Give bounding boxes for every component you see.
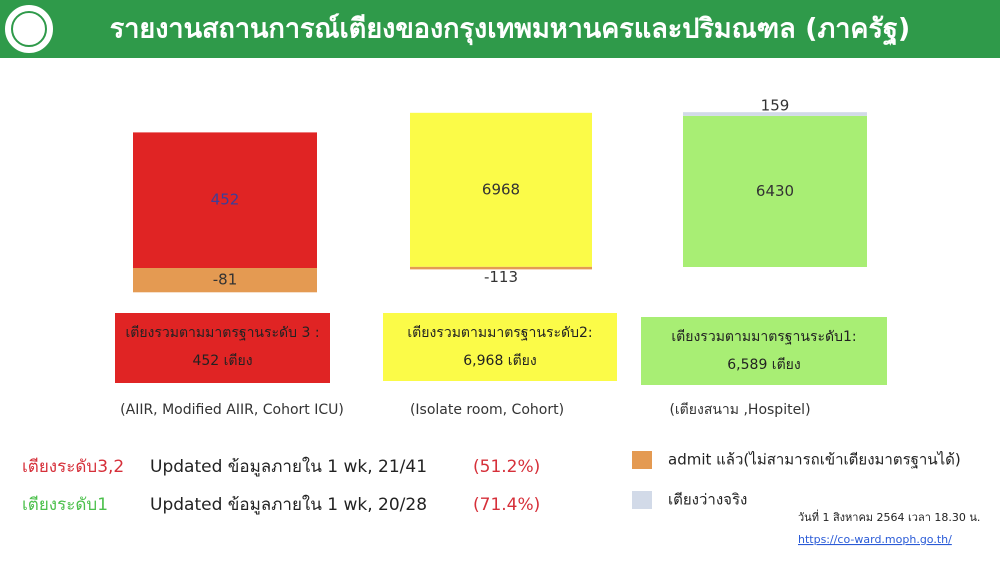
legend-swatch [632, 491, 652, 509]
update-text: Updated ข้อมูลภายใน 1 wk, 20/28 [150, 494, 427, 515]
category-box [641, 317, 887, 385]
footer-date: วันที่ 1 สิงหาคม 2564 เวลา 18.30 น. [798, 509, 980, 524]
category-total: 6,589 เตียง [727, 357, 800, 373]
data-label: 6430 [756, 182, 794, 200]
category-box [115, 313, 330, 383]
bar-segment [683, 112, 867, 116]
footer-link[interactable]: https://co-ward.moph.go.th/ [798, 533, 952, 546]
update-percent: (71.4%) [473, 495, 540, 515]
bar-segment [683, 115, 867, 268]
update-text: Updated ข้อมูลภายใน 1 wk, 21/41 [150, 456, 427, 477]
bar-segment [410, 266, 592, 270]
category-label: เตียงรวมตามมาตรฐานระดับ2: [407, 325, 592, 341]
category-box [383, 313, 617, 381]
data-label: 6968 [482, 180, 520, 198]
legend-swatch [632, 451, 652, 469]
category-note: (Isolate room, Cohort) [410, 402, 564, 418]
bar-segment [133, 268, 317, 293]
category-total: 6,968 เตียง [463, 353, 536, 369]
update-label: เตียงระดับ1 [22, 495, 108, 515]
legend-label: เตียงว่างจริง [668, 491, 747, 509]
header-band [0, 0, 1000, 58]
header-title: รายงานสถานการณ์เตียงของกรุงเทพมหานครและป… [110, 13, 910, 47]
data-label: -81 [213, 271, 238, 289]
legend-label: admit แล้ว(ไม่สามารถเข้าเตียงมาตรฐานได้) [668, 451, 961, 469]
update-percent: (51.2%) [473, 457, 540, 477]
category-label: เตียงรวมตามมาตรฐานระดับ1: [671, 329, 856, 345]
category-note: (AIIR, Modified AIIR, Cohort ICU) [120, 402, 344, 418]
category-total: 452 เตียง [192, 353, 252, 369]
category-label: เตียงรวมตามมาตรฐานระดับ 3 : [125, 325, 319, 341]
update-label: เตียงระดับ3,2 [22, 457, 124, 477]
data-label: 159 [761, 97, 790, 115]
data-label: -113 [484, 268, 518, 286]
logo-ring [11, 11, 47, 47]
bar-segment [133, 132, 317, 268]
bar-segment [410, 112, 592, 267]
category-note: (เตียงสนาม ,Hospitel) [669, 402, 810, 418]
data-label: 452 [211, 191, 240, 209]
